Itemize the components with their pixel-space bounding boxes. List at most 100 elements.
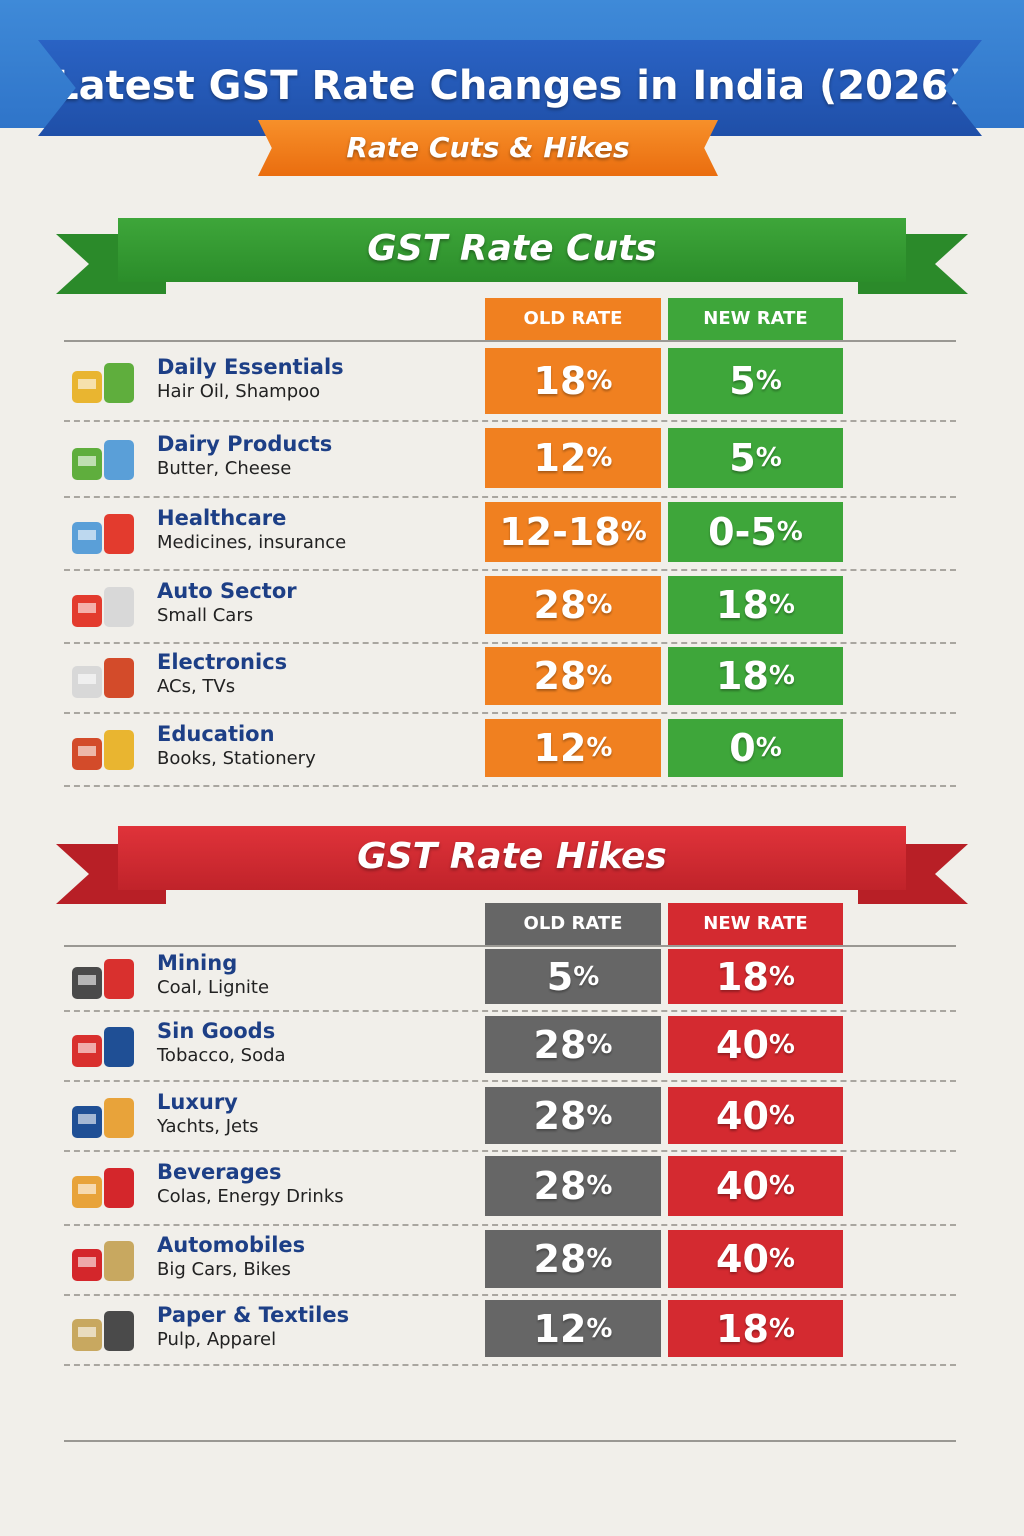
new-rate-value: 5 (729, 359, 756, 403)
old-rate-cell: 12-18% (485, 502, 661, 562)
new-rate-cell: 0-5% (668, 502, 843, 562)
row-label: Luxury Yachts, Jets (157, 1090, 259, 1137)
item-title: Healthcare (157, 506, 287, 530)
item-examples: Yachts, Jets (157, 1115, 259, 1137)
row-separator (64, 1080, 956, 1082)
new-rate-header: NEW RATE (668, 298, 843, 340)
new-rate-cell: 40% (668, 1156, 843, 1216)
item-title: Daily Essentials (157, 355, 344, 379)
item-title: Automobiles (157, 1233, 306, 1257)
item-title: Dairy Products (157, 432, 333, 456)
new-rate-cell: 18% (668, 949, 843, 1004)
old-rate-value: 12 (533, 1306, 587, 1351)
page-subtitle: Rate Cuts & Hikes (346, 131, 630, 164)
row-label: Automobiles Big Cars, Bikes (157, 1233, 305, 1280)
percent-sign: % (768, 1029, 795, 1060)
new-rate-value: 5 (729, 436, 756, 480)
milk-cheese-icon (68, 432, 140, 484)
percent-sign: % (776, 517, 803, 547)
new-rate-cell: 18% (668, 576, 843, 634)
percent-sign: % (755, 443, 782, 473)
new-rate-cell: 18% (668, 647, 843, 705)
percent-sign: % (768, 1244, 795, 1274)
old-rate-cell: 12% (485, 719, 661, 777)
old-rate-cell: 28% (485, 576, 661, 634)
old-rate-cell: 28% (485, 647, 661, 705)
row-label: Dairy Products Butter, Cheese (157, 432, 332, 479)
paper-textile-icon (68, 1303, 140, 1355)
percent-sign: % (586, 661, 613, 691)
row-label: Beverages Colas, Energy Drinks (157, 1160, 344, 1207)
new-rate-cell: 40% (668, 1087, 843, 1144)
percent-sign: % (768, 1313, 795, 1344)
new-rate-cell: 5% (668, 348, 843, 414)
item-examples: Butter, Cheese (157, 458, 292, 479)
item-title: Auto Sector (157, 579, 297, 603)
old-rate-value: 28 (533, 1164, 587, 1208)
item-examples: Hair Oil, Shampoo (157, 381, 321, 402)
row-separator (64, 496, 956, 498)
percent-sign: % (586, 733, 613, 763)
percent-sign: % (768, 1171, 795, 1201)
header-divider (64, 340, 956, 342)
yacht-icon (68, 1090, 140, 1142)
percent-sign: % (586, 590, 613, 620)
medical-kit-icon (68, 506, 140, 558)
header-divider (64, 945, 956, 947)
new-rate-value: 18 (716, 1306, 769, 1351)
percent-sign: % (755, 733, 782, 763)
tobacco-soda-icon (68, 1019, 140, 1071)
row-label: Sin Goods Tobacco, Soda (157, 1019, 286, 1066)
row-separator (64, 712, 956, 714)
item-examples: ACs, TVs (157, 676, 236, 697)
new-rate-value: 40 (716, 1022, 769, 1067)
row-separator (64, 785, 956, 787)
item-examples: Colas, Energy Drinks (157, 1186, 344, 1207)
row-separator (64, 1364, 956, 1366)
row-label: Education Books, Stationery (157, 722, 316, 769)
percent-sign: % (586, 1029, 613, 1060)
old-rate-value: 28 (533, 1022, 587, 1067)
books-icon (68, 722, 140, 774)
percent-sign: % (620, 517, 647, 547)
row-label: Auto Sector Small Cars (157, 579, 297, 626)
row-label: Healthcare Medicines, insurance (157, 506, 346, 553)
row-separator (64, 1294, 956, 1296)
bottles-icon (68, 355, 140, 407)
hikes-banner: GST Rate Hikes (118, 826, 906, 890)
percent-sign: % (586, 1100, 613, 1131)
new-rate-value: 18 (716, 954, 769, 999)
new-rate-cell: 0% (668, 719, 843, 777)
drinks-icon (68, 1160, 140, 1212)
air-conditioner-icon (68, 650, 140, 702)
percent-sign: % (768, 1100, 795, 1131)
item-examples: Books, Stationery (157, 748, 316, 769)
item-title: Mining (157, 950, 238, 975)
new-rate-cell: 40% (668, 1230, 843, 1288)
percent-sign: % (586, 443, 613, 473)
coal-cart-icon (68, 951, 140, 1003)
old-rate-value: 12-18 (499, 510, 621, 554)
cuts-heading: GST Rate Cuts (367, 228, 657, 269)
old-rate-value: 12 (533, 436, 587, 480)
old-rate-cell: 28% (485, 1087, 661, 1144)
row-separator (64, 642, 956, 644)
old-rate-value: 12 (533, 726, 587, 770)
row-label: Electronics ACs, TVs (157, 650, 287, 697)
item-title: Beverages (157, 1160, 282, 1184)
item-title: Luxury (157, 1089, 238, 1114)
new-rate-value: 0-5 (708, 510, 777, 554)
new-rate-cell: 40% (668, 1016, 843, 1073)
item-examples: Pulp, Apparel (157, 1328, 277, 1350)
new-rate-value: 40 (716, 1093, 769, 1138)
row-label: Daily Essentials Hair Oil, Shampoo (157, 355, 344, 402)
car-icon (68, 1233, 140, 1285)
item-examples: Tobacco, Soda (157, 1044, 286, 1066)
percent-sign: % (573, 961, 600, 992)
row-label: Paper & Textiles Pulp, Apparel (157, 1303, 349, 1350)
old-rate-cell: 12% (485, 1300, 661, 1357)
old-rate-value: 5 (546, 954, 574, 999)
cuts-banner: GST Rate Cuts (118, 218, 906, 282)
row-separator (64, 569, 956, 571)
item-title: Sin Goods (157, 1018, 276, 1043)
